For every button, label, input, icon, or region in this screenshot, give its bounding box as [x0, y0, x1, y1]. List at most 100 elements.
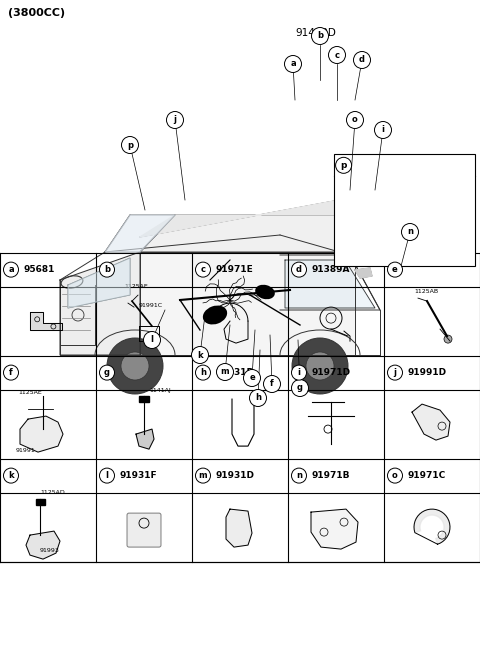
Text: l: l	[106, 471, 108, 480]
Polygon shape	[285, 260, 375, 308]
Polygon shape	[30, 312, 62, 330]
Circle shape	[250, 390, 266, 407]
Text: 1125AD: 1125AD	[40, 490, 65, 495]
Circle shape	[444, 335, 452, 343]
Polygon shape	[355, 268, 372, 278]
Circle shape	[3, 365, 19, 380]
Polygon shape	[140, 198, 350, 237]
Circle shape	[285, 56, 301, 73]
Text: e: e	[392, 265, 398, 274]
Text: g: g	[297, 384, 303, 392]
Circle shape	[264, 375, 280, 392]
Circle shape	[291, 365, 307, 380]
Text: d: d	[296, 265, 302, 274]
Circle shape	[99, 468, 115, 483]
Circle shape	[291, 262, 307, 277]
Circle shape	[121, 136, 139, 154]
Text: 91864: 91864	[358, 160, 394, 171]
Text: p: p	[127, 140, 133, 150]
Text: 1125AE: 1125AE	[124, 284, 148, 289]
Circle shape	[306, 352, 334, 380]
Text: j: j	[394, 368, 396, 377]
Text: (3800CC): (3800CC)	[8, 8, 65, 18]
Text: 1141AJ: 1141AJ	[149, 388, 171, 393]
Circle shape	[387, 468, 403, 483]
Text: 95681: 95681	[24, 265, 55, 274]
Circle shape	[107, 338, 163, 394]
Text: i: i	[382, 125, 384, 134]
Polygon shape	[68, 258, 130, 308]
Circle shape	[292, 338, 348, 394]
Circle shape	[291, 468, 307, 483]
Circle shape	[216, 363, 233, 380]
Text: 91993: 91993	[40, 548, 60, 553]
Text: 91971E: 91971E	[216, 265, 254, 274]
Text: k: k	[197, 350, 203, 359]
Text: k: k	[8, 471, 14, 480]
Circle shape	[312, 28, 328, 45]
Text: d: d	[359, 56, 365, 64]
Text: e: e	[249, 373, 255, 382]
Circle shape	[387, 262, 403, 277]
Text: m: m	[221, 367, 229, 377]
Polygon shape	[139, 396, 149, 402]
Circle shape	[401, 224, 419, 241]
Text: l: l	[151, 335, 154, 344]
Circle shape	[167, 112, 183, 129]
Circle shape	[192, 346, 208, 363]
Text: 91389A: 91389A	[312, 265, 350, 274]
Circle shape	[336, 157, 351, 173]
Polygon shape	[412, 404, 450, 440]
Polygon shape	[60, 252, 140, 355]
Text: 91971B: 91971B	[312, 471, 350, 480]
Ellipse shape	[255, 285, 275, 299]
Text: 91931D: 91931D	[216, 471, 255, 480]
Circle shape	[195, 262, 211, 277]
Circle shape	[291, 380, 309, 396]
Polygon shape	[226, 509, 252, 547]
Polygon shape	[105, 215, 175, 252]
Text: 1125AB: 1125AB	[414, 289, 438, 294]
Circle shape	[195, 365, 211, 380]
Polygon shape	[140, 252, 355, 355]
Circle shape	[387, 365, 403, 380]
Text: 91931F: 91931F	[120, 471, 157, 480]
Text: a: a	[290, 60, 296, 68]
Text: n: n	[407, 228, 413, 237]
Polygon shape	[20, 416, 63, 452]
Text: g: g	[104, 368, 110, 377]
Text: 91971C: 91971C	[408, 471, 446, 480]
Polygon shape	[36, 499, 45, 505]
Circle shape	[328, 47, 346, 64]
Text: 1125AE: 1125AE	[18, 390, 42, 395]
Text: o: o	[392, 471, 398, 480]
Text: i: i	[298, 368, 300, 377]
FancyBboxPatch shape	[127, 513, 161, 547]
Text: h: h	[200, 368, 206, 377]
Text: 91400D: 91400D	[295, 28, 336, 38]
Circle shape	[353, 52, 371, 68]
Text: o: o	[352, 115, 358, 125]
Circle shape	[347, 112, 363, 129]
Text: f: f	[9, 368, 13, 377]
Text: p: p	[340, 161, 347, 170]
Circle shape	[195, 468, 211, 483]
Text: 91931B: 91931B	[216, 368, 254, 377]
Text: a: a	[8, 265, 14, 274]
Text: h: h	[255, 394, 261, 403]
Circle shape	[3, 468, 19, 483]
Circle shape	[99, 365, 115, 380]
Text: j: j	[173, 115, 177, 125]
Text: 91991C: 91991C	[139, 303, 163, 308]
Text: c: c	[201, 265, 205, 274]
Polygon shape	[136, 429, 154, 449]
Text: 91971D: 91971D	[312, 368, 351, 377]
Text: f: f	[270, 380, 274, 388]
Polygon shape	[311, 509, 358, 549]
Text: 91991D: 91991D	[408, 368, 447, 377]
Circle shape	[99, 262, 115, 277]
FancyBboxPatch shape	[334, 154, 475, 266]
Ellipse shape	[203, 306, 227, 325]
Text: 91991: 91991	[16, 448, 36, 453]
Circle shape	[121, 352, 149, 380]
